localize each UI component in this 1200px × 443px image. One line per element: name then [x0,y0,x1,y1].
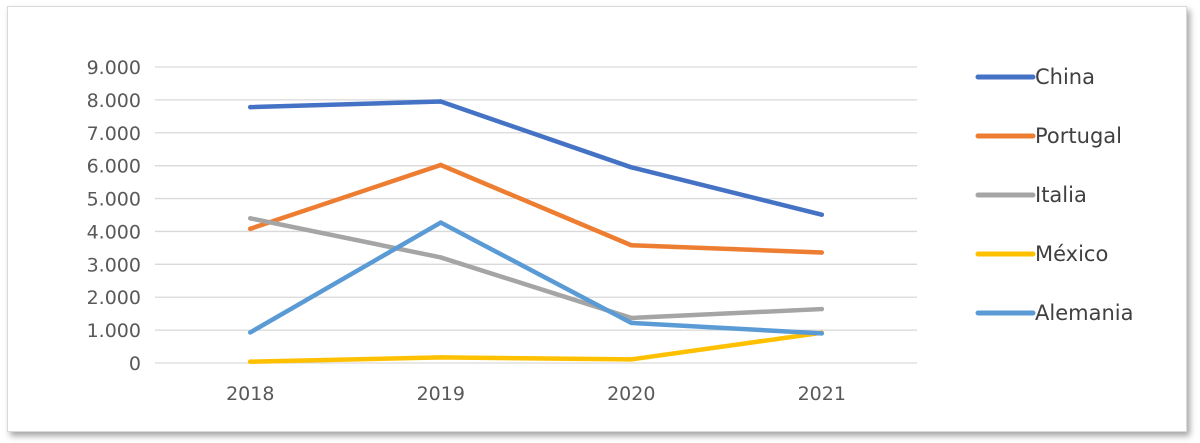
legend-label: Alemania [1035,301,1133,325]
y-tick-label: 1.000 [87,320,141,342]
series-line-portugal [248,162,824,255]
legend-label: Italia [1035,183,1087,207]
legend: China Portugal Italia México Alemania [975,65,1133,325]
data-point [438,99,443,104]
legend-item: Italia [975,183,1087,207]
data-point [819,306,824,312]
data-point [438,355,443,360]
data-point [629,243,634,248]
y-tick-label: 5.000 [87,189,141,211]
legend-label: Portugal [1035,124,1122,148]
data-point [438,255,443,260]
legend-item: México [975,242,1108,266]
series-line-china [248,99,824,217]
y-axis-ticks: 0 1.000 2.000 3.000 4.000 5.000 6.000 7.000 8.00… [87,57,141,375]
y-tick-label: 0 [129,353,141,375]
data-point [819,212,824,217]
data-point [819,331,824,336]
y-tick-label: 9.000 [87,57,141,79]
legend-label: China [1035,65,1095,89]
line-chart: 0 1.000 2.000 3.000 4.000 5.000 6.000 7.000 8.00… [87,57,1134,405]
data-point [629,165,634,170]
x-tick-label: 2019 [417,383,465,405]
data-point [629,320,634,326]
data-point [248,216,253,221]
x-axis-ticks: 2018 2019 2020 2021 [226,383,846,405]
data-point [248,359,253,364]
data-point [438,220,443,225]
data-point [629,357,634,362]
data-point [248,330,253,335]
series-line-italia [248,216,824,321]
legend-item: Portugal [975,124,1122,148]
series-lines [248,99,824,364]
gridlines [155,66,917,364]
y-tick-label: 2.000 [87,287,141,309]
data-point [248,104,253,110]
data-point [438,162,443,168]
y-tick-label: 3.000 [87,254,141,276]
data-point [629,315,634,321]
legend-item: Alemania [975,301,1133,325]
data-point [819,250,824,255]
y-tick-label: 6.000 [87,156,141,178]
y-tick-label: 4.000 [87,221,141,243]
x-tick-label: 2018 [226,383,274,405]
x-tick-label: 2020 [607,383,655,405]
legend-item: China [975,65,1095,89]
chart-container: 0 1.000 2.000 3.000 4.000 5.000 6.000 7.000 8.00… [7,6,1187,432]
x-tick-label: 2021 [798,383,846,405]
series-line-alemania [248,220,824,336]
series-line-méxico [248,330,824,364]
y-tick-label: 8.000 [87,90,141,112]
legend-label: México [1035,242,1108,266]
y-tick-label: 7.000 [87,123,141,145]
data-point [248,226,253,232]
